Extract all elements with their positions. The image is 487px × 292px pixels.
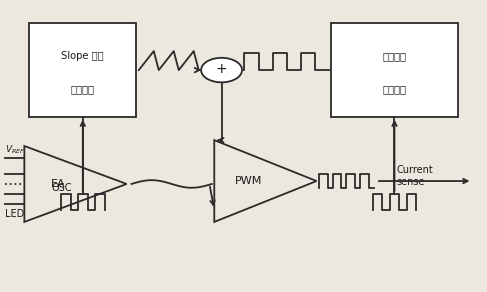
Text: PWM: PWM — [235, 176, 262, 186]
Text: EA: EA — [51, 179, 66, 189]
Text: 电流采样: 电流采样 — [382, 51, 407, 61]
Bar — [29, 23, 136, 117]
Text: OSC: OSC — [51, 183, 72, 193]
Circle shape — [201, 58, 242, 82]
Text: Current
sense: Current sense — [397, 165, 433, 187]
Text: Slope 信号: Slope 信号 — [61, 51, 104, 61]
Text: $V_{REF}$: $V_{REF}$ — [5, 144, 25, 156]
Text: 产生电路: 产生电路 — [71, 84, 95, 94]
Text: LED: LED — [5, 209, 24, 219]
Text: 放大电路: 放大电路 — [382, 84, 407, 94]
Text: +: + — [216, 62, 227, 76]
Bar — [331, 23, 458, 117]
